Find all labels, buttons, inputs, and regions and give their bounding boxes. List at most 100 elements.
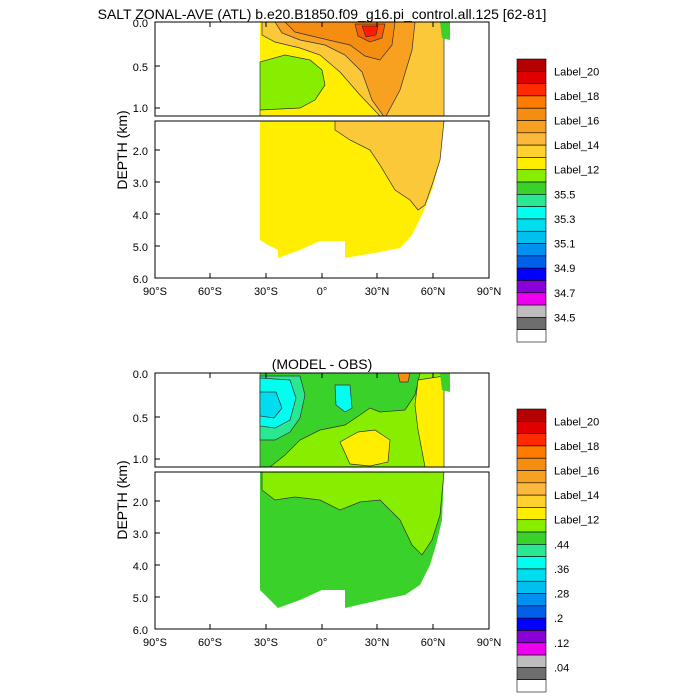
colorbar-swatch — [516, 280, 547, 294]
x-tick-label: 60°N — [421, 637, 446, 649]
y-tick-label: 0.5 — [133, 62, 148, 74]
x-tick-label: 60°N — [421, 286, 446, 298]
y-tick-label: 0.5 — [133, 413, 148, 425]
colorbar-label: 34.7 — [554, 288, 575, 300]
colorbar-swatch — [516, 482, 547, 496]
colorbar-swatch — [516, 255, 547, 269]
panel-1: SALT ZONAL-AVE (ATL) b.e20.B1850.f09_g16… — [98, 6, 599, 343]
colorbar-label: Label_16 — [554, 466, 599, 478]
colorbar-label: Label_20 — [554, 416, 599, 428]
colorbar-swatch — [516, 71, 547, 84]
contour-fill-orange — [397, 373, 411, 383]
contour-fill-green — [259, 54, 326, 116]
y-tick-label: 0.0 — [133, 369, 148, 381]
y-tick-label: 2.0 — [133, 146, 148, 158]
x-tick-label: 90°N — [477, 637, 502, 649]
colorbar-swatch — [516, 531, 547, 545]
colorbar-swatch — [516, 433, 547, 447]
colorbar-label: .28 — [554, 589, 569, 601]
x-tick-label: 90°S — [143, 286, 167, 298]
y-tick-label: 1.0 — [133, 454, 148, 466]
panel-1-upper-field — [259, 22, 450, 116]
colorbar-swatch — [516, 593, 547, 607]
y-tick-label: 3.0 — [133, 178, 148, 190]
contour-fill-green-edge — [440, 22, 450, 40]
colorbar-swatch — [516, 120, 547, 134]
panel-1-title: SALT ZONAL-AVE (ATL) b.e20.B1850.f09_g16… — [98, 6, 547, 22]
colorbar-label: .12 — [554, 638, 569, 650]
y-tick-label: 5.0 — [133, 593, 148, 605]
x-tick-label: 30°S — [254, 637, 278, 649]
contour-fill-green-edge — [440, 373, 450, 392]
colorbar-swatch — [516, 169, 547, 183]
panel-2-x-ticks: 90°S 60°S 30°S 0° 30°N 60°N 90°N — [143, 637, 501, 649]
colorbar-label: 35.1 — [554, 239, 575, 251]
panel-1-x-ticks: 90°S 60°S 30°S 0° 30°N 60°N 90°N — [143, 286, 501, 298]
colorbar-label: Label_16 — [554, 116, 599, 128]
colorbar-swatch — [516, 494, 547, 508]
colorbar-swatch — [516, 218, 547, 232]
colorbar-swatch — [516, 157, 547, 171]
colorbar-label: Label_12 — [554, 515, 599, 527]
panel-1-y-axis-label: DEPTH (km) — [114, 110, 130, 189]
colorbar-swatch — [516, 58, 547, 72]
x-tick-label: 30°S — [254, 286, 278, 298]
colorbar-label: .2 — [554, 613, 563, 625]
colorbar-swatch — [516, 317, 547, 330]
colorbar-label: 35.5 — [554, 189, 575, 201]
contour-fill-cyan-2 — [334, 384, 353, 413]
colorbar-swatch — [516, 445, 547, 459]
colorbar-swatch — [516, 630, 547, 644]
colorbar-swatch — [516, 470, 547, 484]
colorbar-swatch — [516, 420, 547, 434]
colorbar-swatch — [516, 568, 547, 582]
colorbar-swatch — [516, 556, 547, 570]
colorbar-label: Label_18 — [554, 91, 599, 103]
colorbar-swatch — [516, 107, 547, 121]
colorbar-swatch — [516, 642, 547, 656]
colorbar-label: .04 — [554, 662, 569, 674]
panel-2-colorbar: Label_20 Label_18 Label_16 Label_14 Label_12… — [516, 408, 599, 693]
contour-fill-lightorange — [334, 121, 445, 211]
colorbar-swatch — [516, 132, 547, 146]
panel-2: (MODEL - OBS) DEPTH (km) 0.0 0.5 1.0 2.0… — [114, 356, 599, 693]
colorbar-swatch — [516, 144, 547, 158]
colorbar-swatch — [516, 267, 547, 281]
x-tick-label: 0° — [317, 637, 328, 649]
y-tick-label: 0.0 — [133, 18, 148, 30]
colorbar-swatch — [516, 230, 547, 244]
x-tick-label: 0° — [317, 286, 328, 298]
colorbar-swatch — [516, 181, 547, 195]
colorbar-label: .36 — [554, 564, 569, 576]
y-tick-label: 6.0 — [133, 625, 148, 637]
colorbar-swatch — [516, 95, 547, 109]
panel-1-lower-field — [260, 121, 445, 258]
y-tick-label: 4.0 — [133, 210, 148, 222]
colorbar-swatch — [516, 83, 547, 97]
x-tick-label: 30°N — [365, 286, 390, 298]
colorbar-swatch — [516, 519, 547, 533]
panel-2-lower-field — [260, 472, 445, 608]
panel-2-x-tick-marks — [209, 373, 434, 629]
colorbar-swatch — [516, 304, 547, 318]
panel-1-x-tick-marks — [209, 22, 434, 278]
colorbar-swatch — [516, 605, 547, 619]
y-tick-label: 6.0 — [133, 274, 148, 286]
y-tick-label: 2.0 — [133, 497, 148, 509]
colorbar-label: Label_12 — [554, 165, 599, 177]
colorbar-swatch — [516, 544, 547, 557]
panel-2-title: (MODEL - OBS) — [272, 356, 373, 372]
panel-1-colorbar: Label_20 Label_18 Label_16 Label_14 Label_12… — [516, 58, 599, 343]
colorbar-swatch — [516, 243, 547, 257]
y-tick-label: 4.0 — [133, 561, 148, 573]
panel-2-y-axis-label: DEPTH (km) — [114, 460, 130, 539]
colorbar-label: .44 — [554, 539, 569, 551]
panel-2-y-tick-marks — [155, 372, 160, 598]
contour-fill-yellow-2 — [339, 429, 391, 467]
colorbar-label: Label_20 — [554, 66, 599, 78]
colorbar-label: 34.5 — [554, 312, 575, 324]
colorbar-swatch — [516, 580, 547, 594]
colorbar-swatch — [516, 679, 547, 693]
colorbar-swatch — [516, 194, 547, 207]
